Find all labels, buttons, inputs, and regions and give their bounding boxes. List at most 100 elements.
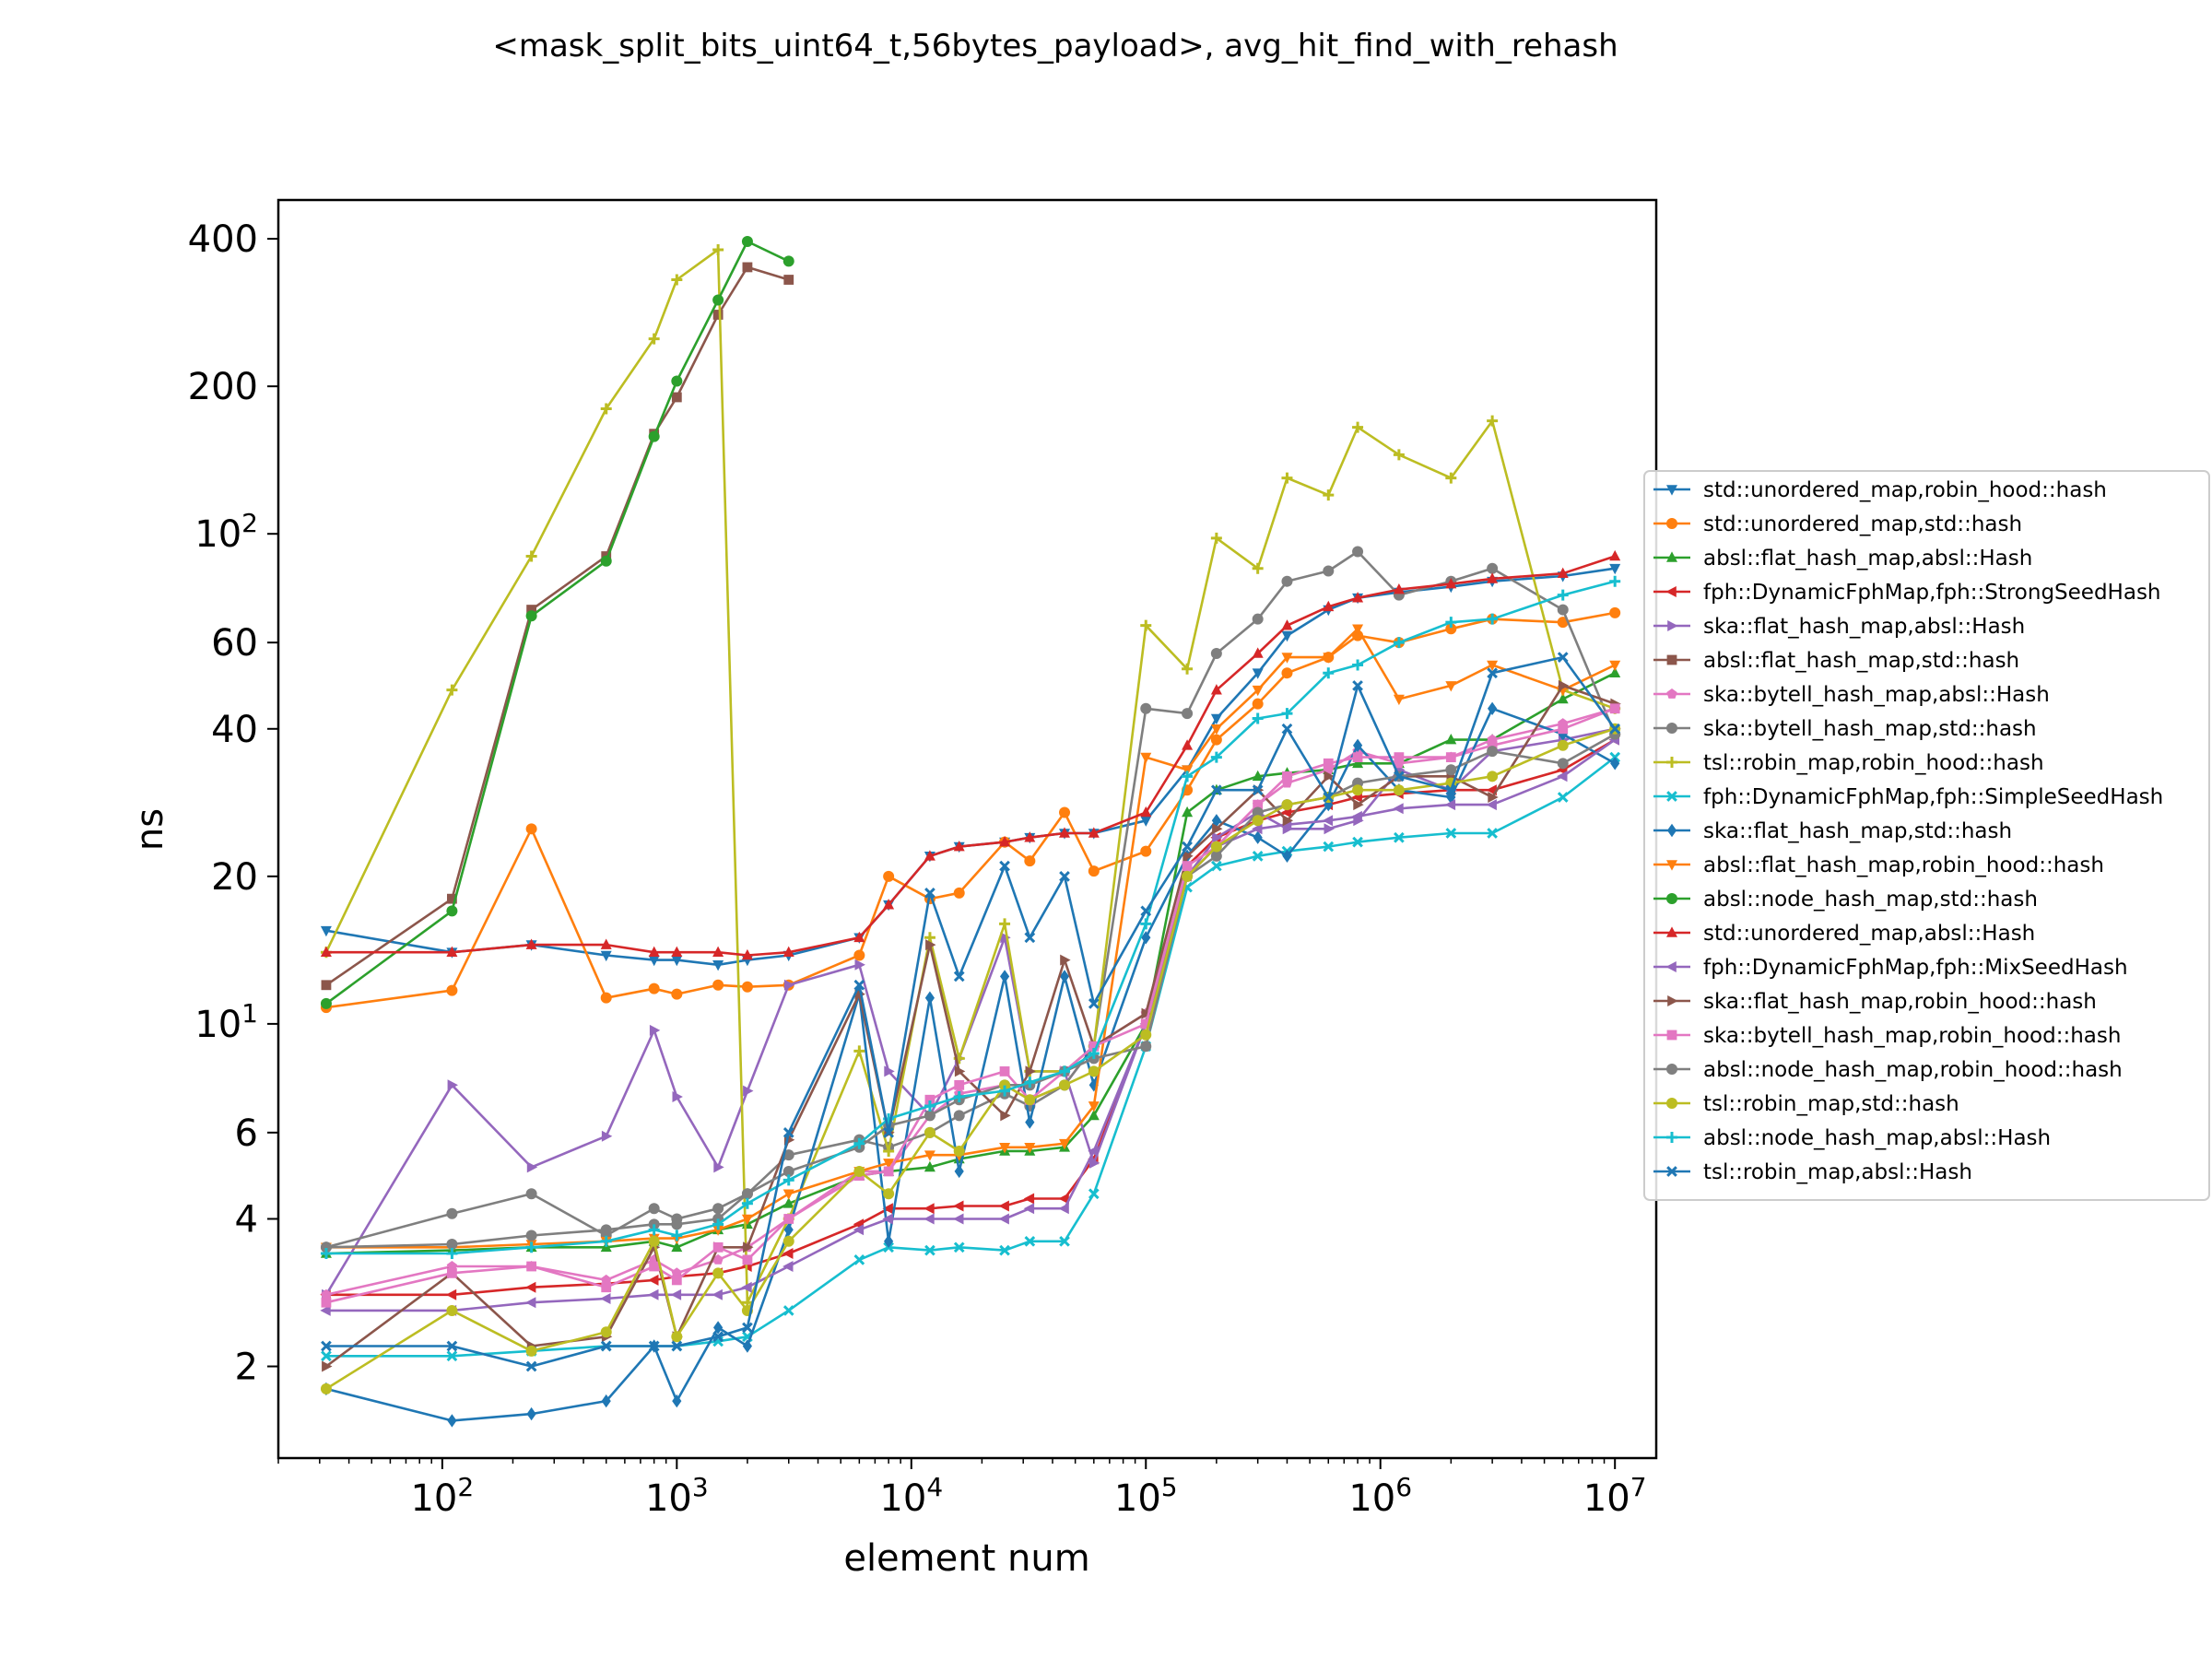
data-point [1323, 792, 1335, 803]
data-point [672, 1394, 682, 1408]
tick-exponent: 5 [1161, 1472, 1178, 1502]
data-point [954, 1065, 966, 1077]
data-point [1394, 831, 1405, 843]
data-point [649, 1024, 661, 1036]
legend-frame [1643, 470, 2210, 1201]
data-point [1182, 771, 1194, 782]
data-point [782, 1149, 794, 1161]
data-point [783, 275, 794, 285]
data-point [742, 1322, 753, 1334]
legend-item: absl::flat_hash_map,robin_hood::hash [1653, 853, 2104, 877]
data-point [1024, 831, 1036, 842]
data-point [1353, 738, 1363, 752]
data-point [1140, 816, 1152, 827]
data-point [525, 823, 537, 835]
data-point [782, 1305, 794, 1316]
data-point [953, 1110, 965, 1122]
data-point [1609, 666, 1621, 677]
data-point [1140, 752, 1152, 764]
data-point [782, 1165, 794, 1177]
data-point [1252, 668, 1264, 679]
legend-label: ska::flat_hash_map,std::hash [1703, 819, 2012, 843]
data-point [743, 1085, 754, 1097]
data-point [1393, 694, 1405, 706]
legend-marker [1666, 1132, 1677, 1143]
data-point [1609, 575, 1621, 587]
data-point [924, 1150, 935, 1161]
data-point [741, 1197, 753, 1209]
data-point [883, 1188, 895, 1200]
data-point [1252, 806, 1264, 818]
data-point [321, 1350, 332, 1362]
data-point [998, 1200, 1009, 1212]
data-point [783, 979, 795, 991]
data-point [1182, 765, 1194, 776]
data-point [853, 979, 865, 991]
data-point [1059, 1065, 1071, 1077]
data-point [1352, 659, 1364, 671]
data-point [712, 243, 724, 255]
legend-item: ska::flat_hash_map,std::hash [1653, 819, 2012, 843]
data-point [671, 392, 682, 403]
data-point [954, 1079, 965, 1090]
data-point [713, 1161, 724, 1173]
data-point [320, 1382, 332, 1394]
data-point [1324, 823, 1335, 835]
data-point [1445, 734, 1457, 745]
legend: std::unordered_map,robin_hood::hashstd::… [1643, 470, 2210, 1201]
data-point [782, 1261, 794, 1272]
data-point [712, 310, 724, 320]
data-point [1487, 613, 1499, 625]
legend-marker [1666, 551, 1677, 562]
data-point [1351, 810, 1362, 822]
data-point [446, 1239, 458, 1251]
data-point [924, 850, 935, 861]
data-point [883, 1126, 894, 1138]
data-point [1000, 970, 1010, 983]
data-point [600, 1224, 612, 1236]
legend-item: tsl::robin_map,absl::Hash [1653, 1160, 1972, 1184]
legend-label: absl::node_hash_map,absl::Hash [1703, 1126, 2051, 1150]
data-point [953, 1145, 965, 1157]
data-point [600, 992, 612, 1004]
data-point [999, 1066, 1010, 1077]
data-point [648, 982, 660, 994]
data-point [1281, 619, 1293, 630]
data-point [712, 1331, 724, 1343]
data-point [1025, 1115, 1035, 1129]
legend-marker [1666, 926, 1677, 937]
data-point [1024, 932, 1036, 944]
data-point [1088, 827, 1100, 838]
data-point [321, 1288, 332, 1300]
data-point [783, 1214, 794, 1224]
x-axis-label: element num [843, 1537, 1089, 1580]
data-point [953, 971, 965, 982]
data-point [1088, 1101, 1100, 1112]
chart-title: <mask_split_bits_uint64_t,56bytes_payloa… [492, 28, 1618, 65]
series-21 [321, 652, 1621, 1372]
data-point [445, 1288, 457, 1300]
legend-label: fph::DynamicFphMap,fph::StrongSeedHash [1703, 581, 2161, 605]
data-point [853, 949, 865, 961]
data-point [601, 1274, 612, 1285]
data-point [999, 836, 1011, 847]
data-point [672, 1091, 683, 1102]
data-point [671, 988, 683, 1000]
data-point [671, 1275, 682, 1286]
data-point [741, 1188, 753, 1200]
data-point [1445, 578, 1457, 589]
data-point [1025, 1065, 1036, 1077]
data-point [953, 841, 965, 852]
data-point [1558, 724, 1569, 735]
data-point [1058, 1193, 1069, 1205]
data-point [1140, 619, 1152, 631]
data-point [884, 1065, 895, 1077]
data-point [648, 430, 660, 442]
data-point [1609, 549, 1621, 561]
legend-item: ska::bytell_hash_map,absl::Hash [1653, 683, 2050, 707]
data-point [1557, 604, 1569, 616]
data-point [1000, 1110, 1011, 1122]
data-point [1140, 918, 1152, 930]
legend-marker [1666, 688, 1677, 699]
data-point [648, 1235, 660, 1247]
